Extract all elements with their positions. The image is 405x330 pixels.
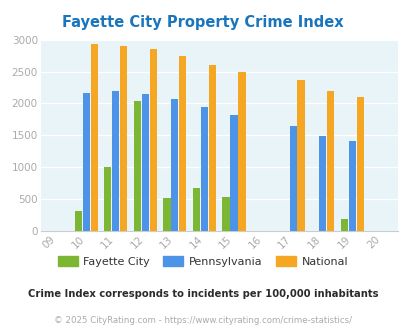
Text: © 2025 CityRating.com - https://www.cityrating.com/crime-statistics/: © 2025 CityRating.com - https://www.city… (54, 315, 351, 325)
Bar (141, 94, 149, 231)
Bar (297, 81, 304, 231)
Bar (356, 97, 363, 231)
Bar (91, 44, 98, 231)
Bar (83, 92, 90, 231)
Bar (75, 211, 82, 231)
Bar (230, 115, 237, 231)
Text: Fayette City Property Crime Index: Fayette City Property Crime Index (62, 15, 343, 30)
Bar (238, 72, 245, 231)
Bar (318, 136, 325, 231)
Bar (340, 218, 347, 231)
Bar (163, 198, 170, 231)
Bar (120, 46, 127, 231)
Bar (289, 126, 296, 231)
Bar (200, 107, 207, 231)
Bar (104, 167, 111, 231)
Bar (192, 188, 200, 231)
Bar (222, 197, 229, 231)
Text: Crime Index corresponds to incidents per 100,000 inhabitants: Crime Index corresponds to incidents per… (28, 289, 377, 299)
Bar (348, 141, 355, 231)
Bar (179, 55, 186, 231)
Bar (149, 49, 157, 231)
Bar (171, 99, 178, 231)
Bar (112, 91, 119, 231)
Bar (209, 65, 215, 231)
Legend: Fayette City, Pennsylvania, National: Fayette City, Pennsylvania, National (53, 251, 352, 271)
Bar (326, 91, 333, 231)
Bar (134, 101, 141, 231)
